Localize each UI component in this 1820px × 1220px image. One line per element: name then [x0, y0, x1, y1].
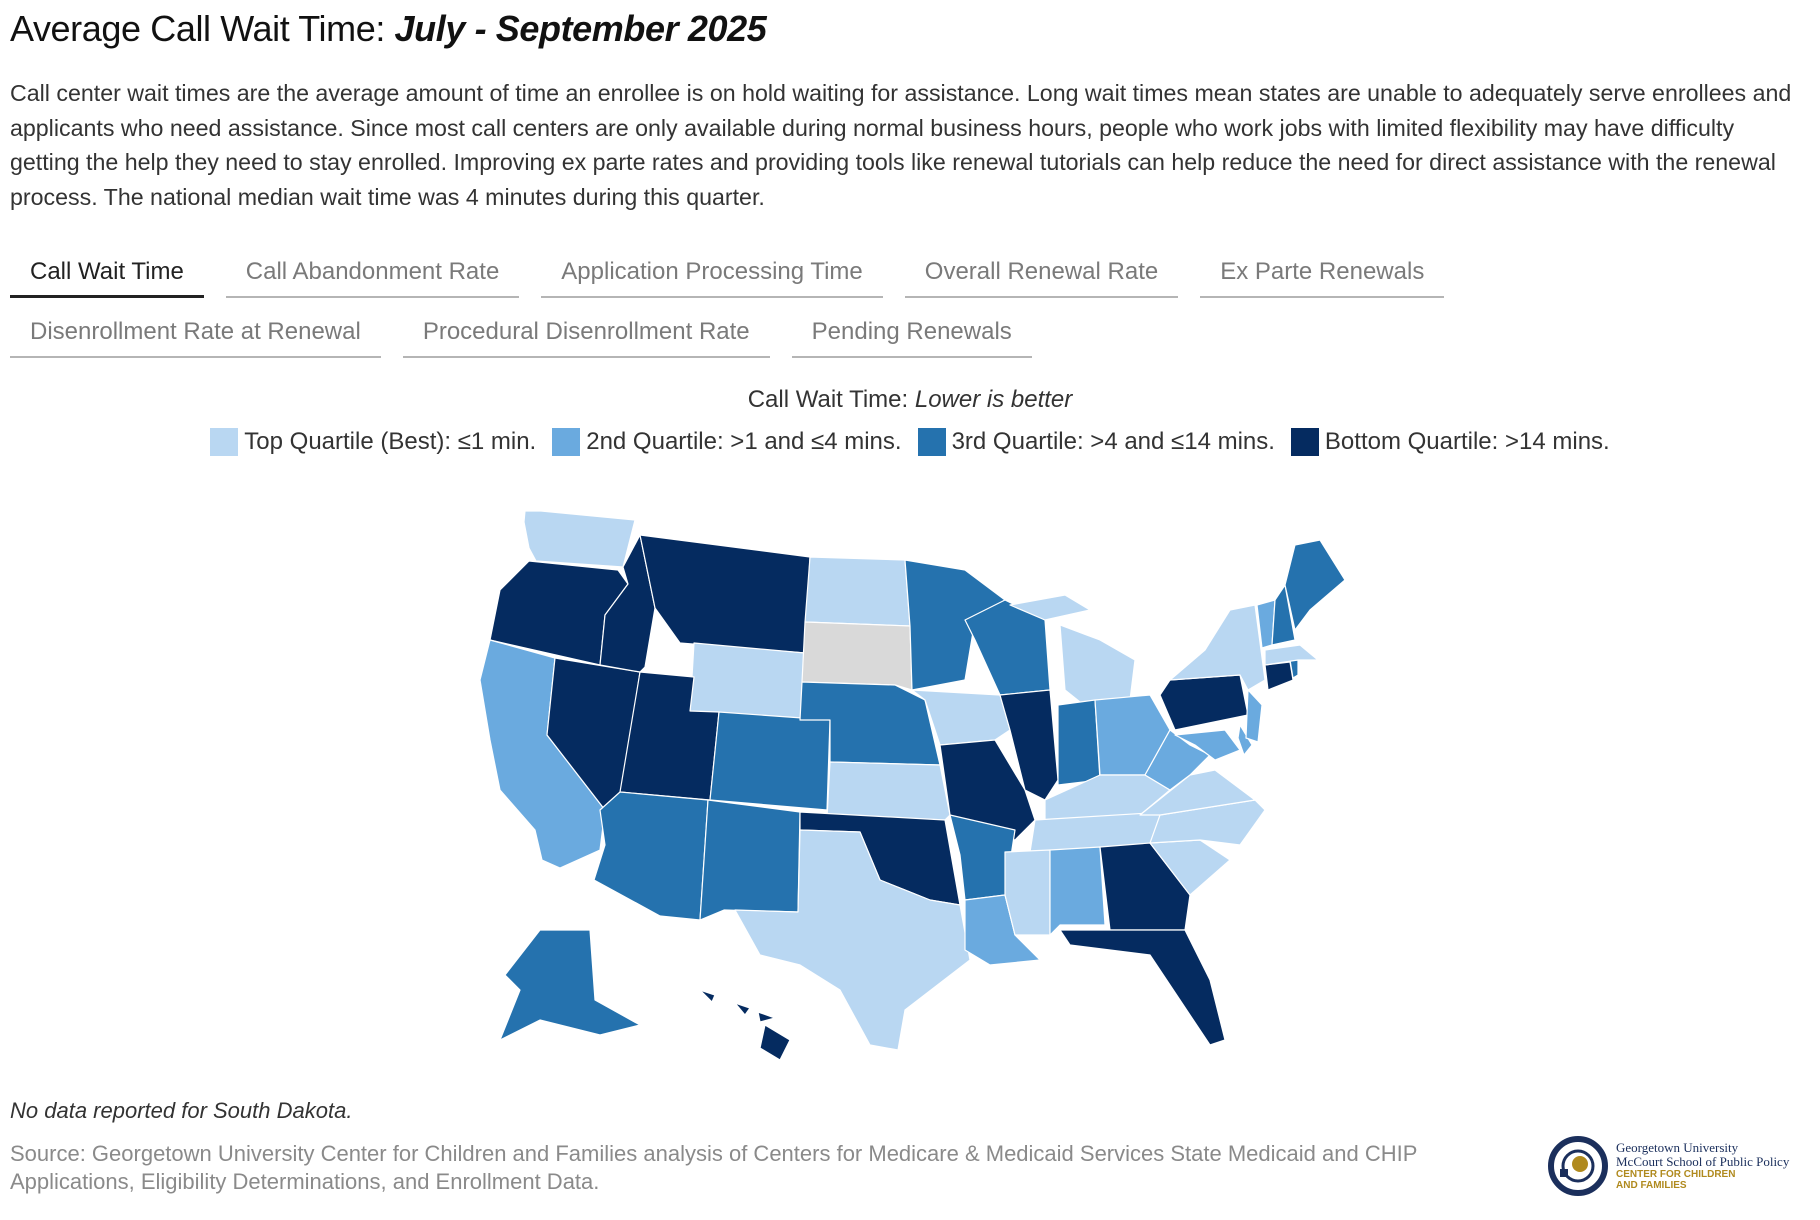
state-ct[interactable] [1264, 661, 1294, 691]
state-ny[interactable] [1169, 604, 1266, 691]
tab-ex-parte-renewals[interactable]: Ex Parte Renewals [1200, 248, 1445, 298]
logo-text: Georgetown University McCourt School of … [1616, 1140, 1790, 1192]
state-co[interactable] [709, 711, 831, 811]
legend-swatch-q1 [210, 428, 239, 456]
tab-row-2: Disenrollment Rate at Renewal Procedural… [10, 308, 1410, 358]
legend-swatch-q3 [917, 428, 946, 456]
state-az[interactable] [593, 791, 709, 921]
legend-label-q1: Top Quartile (Best): ≤1 min. [244, 428, 537, 455]
description: Call center wait times are the average a… [10, 80, 1792, 210]
state-ms[interactable] [1004, 849, 1051, 936]
legend-swatch-q4 [1290, 428, 1319, 456]
legend-label-q4: Bottom Quartile: >14 mins. [1324, 428, 1610, 455]
metric-tabs: Call Wait Time Call Abandonment Rate App… [10, 248, 1445, 368]
state-nd[interactable] [804, 556, 911, 627]
state-ga[interactable] [1099, 842, 1191, 931]
legend-title-main: Call Wait Time: [747, 386, 915, 413]
page-title: Average Call Wait Time: July - September… [10, 8, 767, 50]
logo-line-3: CENTER FOR CHILDREN [1616, 1169, 1736, 1180]
legend-item-q4: Bottom Quartile: >14 mins. [1290, 428, 1610, 456]
state-in[interactable] [1057, 699, 1101, 786]
state-wa[interactable] [523, 510, 636, 568]
tab-disenrollment-rate-at-renewal[interactable]: Disenrollment Rate at Renewal [10, 308, 381, 358]
state-me[interactable] [1284, 539, 1346, 631]
state-al[interactable] [1049, 846, 1106, 936]
legend-swatch-q2 [552, 428, 581, 456]
legend-item-q2: 2nd Quartile: >1 and ≤4 mins. [552, 428, 902, 456]
state-md[interactable] [1174, 729, 1241, 761]
state-nj[interactable] [1245, 689, 1263, 743]
state-sd[interactable] [801, 621, 913, 691]
state-ma[interactable] [1264, 644, 1319, 666]
legend-title-emphasis: Lower is better [914, 386, 1073, 413]
logo-seal-icon [1548, 1136, 1608, 1196]
footnote: No data reported for South Dakota. [10, 1098, 353, 1123]
state-fl[interactable] [1059, 929, 1226, 1046]
legend-title: Call Wait Time: Lower is better [0, 386, 1820, 414]
state-mt[interactable] [639, 534, 811, 654]
tab-application-processing-time[interactable]: Application Processing Time [541, 248, 883, 298]
tab-call-wait-time[interactable]: Call Wait Time [10, 248, 204, 298]
legend-item-q1: Top Quartile (Best): ≤1 min. [210, 428, 536, 456]
georgetown-logo: Georgetown University McCourt School of … [1548, 1136, 1789, 1196]
logo-line-4: AND FAMILIES [1616, 1180, 1687, 1191]
us-choropleth-map [479, 510, 1346, 1061]
legend-label-q3: 3rd Quartile: >4 and ≤14 mins. [951, 428, 1275, 455]
state-pa[interactable] [1159, 674, 1249, 731]
state-tx[interactable] [734, 829, 971, 1051]
state-nm[interactable] [699, 799, 801, 921]
logo-line-2: McCourt School of Public Policy [1616, 1154, 1790, 1169]
source-note: Source: Georgetown University Center for… [10, 1141, 1417, 1194]
legend-label-q2: 2nd Quartile: >1 and ≤4 mins. [586, 428, 902, 455]
logo-line-1: Georgetown University [1616, 1140, 1739, 1155]
title-emphasis: July - September 2025 [394, 8, 767, 49]
legend-item-q3: 3rd Quartile: >4 and ≤14 mins. [917, 428, 1275, 456]
legend: Top Quartile (Best): ≤1 min. 2nd Quartil… [0, 428, 1820, 456]
state-hi[interactable] [699, 989, 791, 1061]
state-ak[interactable] [499, 929, 641, 1041]
tab-procedural-disenrollment-rate[interactable]: Procedural Disenrollment Rate [402, 308, 770, 358]
title-main: Average Call Wait Time: [10, 8, 395, 49]
state-ks[interactable] [826, 761, 951, 821]
tab-overall-renewal-rate[interactable]: Overall Renewal Rate [904, 248, 1179, 298]
tab-pending-renewals[interactable]: Pending Renewals [791, 308, 1032, 358]
state-wy[interactable] [689, 642, 806, 722]
tab-row-1: Call Wait Time Call Abandonment Rate App… [10, 248, 1445, 298]
state-mn[interactable] [904, 559, 1006, 691]
tab-call-abandonment-rate[interactable]: Call Abandonment Rate [225, 248, 520, 298]
state-nh[interactable] [1271, 584, 1296, 646]
